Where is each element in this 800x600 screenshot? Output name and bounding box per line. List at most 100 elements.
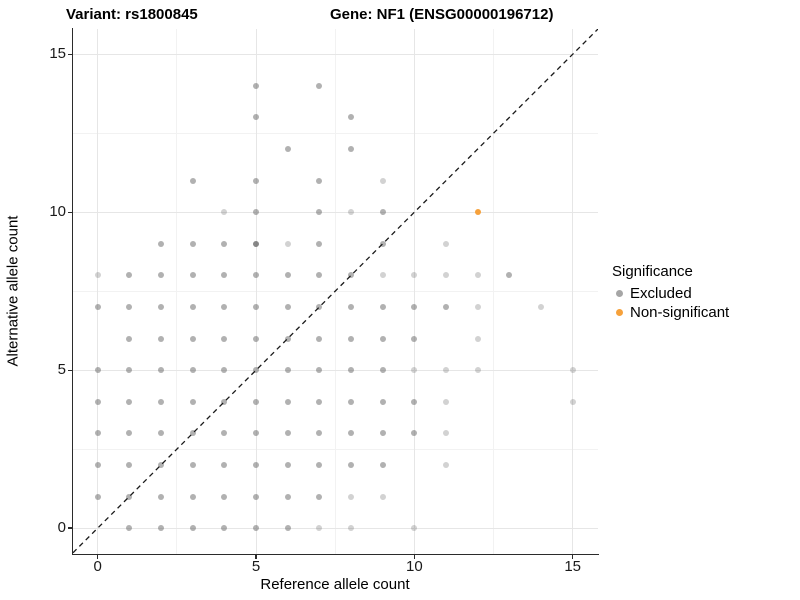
data-point-excluded	[348, 525, 355, 532]
data-point-excluded	[316, 209, 323, 216]
legend-item-excluded: Excluded	[612, 284, 729, 303]
data-point-excluded	[316, 367, 323, 374]
data-point-excluded	[158, 461, 165, 468]
data-point-excluded	[253, 367, 260, 374]
data-point-excluded	[158, 367, 165, 374]
gridline	[73, 369, 598, 371]
data-point-excluded	[316, 82, 323, 89]
data-point-excluded	[474, 272, 481, 279]
data-point-excluded	[348, 367, 355, 374]
data-point-excluded	[348, 146, 355, 153]
data-point-excluded	[348, 398, 355, 405]
plot-panel	[73, 29, 598, 554]
data-point-excluded	[158, 398, 165, 405]
data-point-excluded	[126, 430, 133, 437]
data-point-excluded	[411, 398, 418, 405]
data-point-excluded	[189, 177, 196, 184]
data-point-excluded	[189, 493, 196, 500]
data-point-excluded	[253, 209, 260, 216]
excluded-dot-icon	[616, 290, 623, 297]
data-point-excluded	[158, 240, 165, 247]
data-point-excluded	[221, 335, 228, 342]
data-point-excluded	[158, 335, 165, 342]
plot-title-variant: Variant: rs1800845	[66, 6, 198, 23]
data-point-excluded	[284, 367, 291, 374]
data-point-excluded	[158, 525, 165, 532]
data-point-excluded	[189, 461, 196, 468]
data-point-excluded	[189, 367, 196, 374]
data-point-excluded	[411, 430, 418, 437]
data-point-excluded	[316, 240, 323, 247]
y-axis-tick	[68, 211, 73, 213]
data-point-excluded	[221, 493, 228, 500]
data-point-excluded	[253, 525, 260, 532]
data-point-excluded	[443, 367, 449, 374]
data-point-excluded	[253, 430, 260, 437]
data-point-excluded	[221, 209, 228, 216]
data-point-excluded	[158, 303, 165, 310]
data-point-excluded	[443, 303, 449, 310]
data-point-excluded	[253, 177, 260, 184]
data-point-excluded	[348, 461, 355, 468]
gridline	[572, 29, 574, 554]
data-point-excluded	[379, 272, 386, 279]
x-tick-label: 0	[93, 558, 102, 575]
gridline	[255, 29, 257, 554]
data-point-excluded	[158, 430, 165, 437]
data-point-excluded	[94, 303, 101, 310]
data-point-excluded	[253, 303, 260, 310]
data-point-excluded	[94, 272, 101, 279]
data-point-excluded	[189, 335, 196, 342]
data-point-excluded	[411, 272, 418, 279]
data-point-excluded	[348, 272, 355, 279]
data-point-excluded	[569, 398, 576, 405]
data-point-excluded	[379, 303, 386, 310]
data-point-excluded	[411, 335, 418, 342]
data-point-excluded	[126, 335, 133, 342]
data-point-excluded	[253, 335, 260, 342]
gridline	[73, 132, 598, 134]
data-point-excluded	[379, 493, 386, 500]
data-point-excluded	[126, 367, 133, 374]
data-point-excluded	[443, 240, 449, 247]
data-point-excluded	[284, 461, 291, 468]
data-point-excluded	[126, 272, 133, 279]
data-point-excluded	[348, 114, 355, 121]
y-axis-line	[72, 28, 74, 555]
data-point-excluded	[379, 177, 386, 184]
data-point-excluded	[126, 461, 133, 468]
y-axis-tick	[68, 369, 73, 371]
gridline	[73, 290, 598, 292]
data-point-excluded	[379, 461, 386, 468]
x-axis-tick	[255, 554, 257, 559]
data-point-excluded	[316, 525, 323, 532]
data-point-excluded	[316, 177, 323, 184]
data-point-excluded	[221, 398, 228, 405]
data-point-excluded	[316, 398, 323, 405]
data-point-excluded	[411, 303, 418, 310]
plot-title-gene: Gene: NF1 (ENSG00000196712)	[330, 6, 554, 23]
data-point-excluded	[126, 525, 133, 532]
data-point-excluded	[158, 272, 165, 279]
gridline	[73, 527, 598, 529]
x-axis-tick	[572, 554, 574, 559]
data-point-excluded	[189, 303, 196, 310]
data-point-excluded	[126, 493, 133, 500]
data-point-excluded	[189, 272, 196, 279]
data-point-excluded	[189, 240, 196, 247]
data-point-excluded	[379, 240, 386, 247]
data-point-excluded	[411, 525, 418, 532]
data-point-excluded	[348, 335, 355, 342]
data-point-excluded	[379, 367, 386, 374]
data-point-excluded	[221, 367, 228, 374]
x-axis-tick	[413, 554, 415, 559]
data-point-excluded	[94, 430, 101, 437]
data-point-excluded	[506, 272, 513, 279]
y-axis-tick	[68, 527, 73, 529]
data-point-excluded	[126, 303, 133, 310]
data-point-excluded	[189, 398, 196, 405]
legend-title: Significance	[612, 263, 693, 280]
data-point-excluded	[221, 430, 228, 437]
data-point-excluded	[284, 240, 291, 247]
data-point-excluded	[94, 398, 101, 405]
